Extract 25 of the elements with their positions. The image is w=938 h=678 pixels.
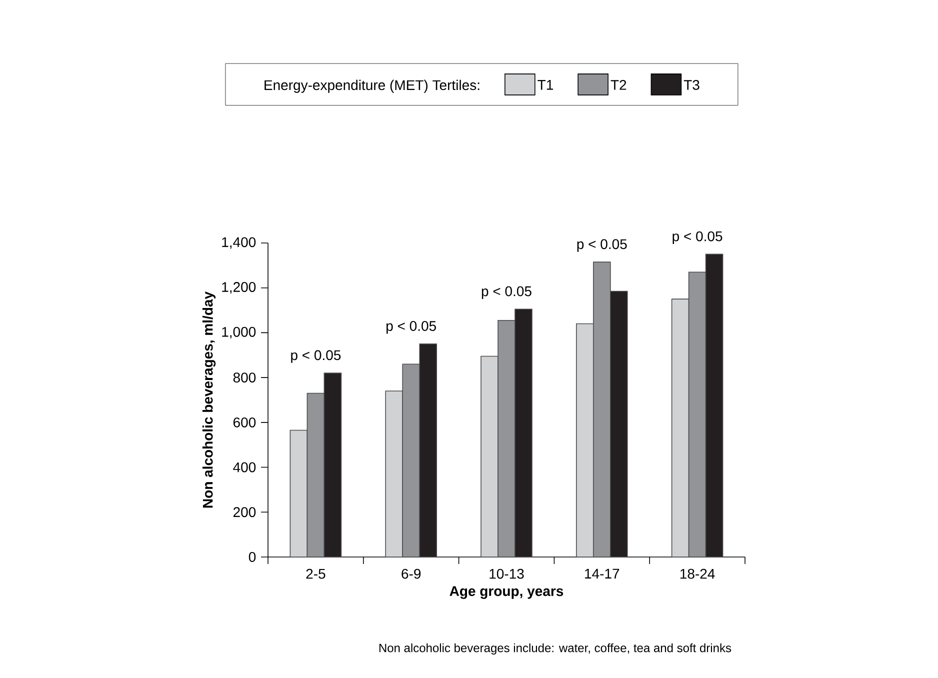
y-tick-label: 1,400	[222, 237, 256, 249]
text: Non alcoholic beverages include: water, coffee, tea and soft drinks	[379, 643, 732, 655]
y-axis-title: Non alcoholic beverages, ml/day	[202, 292, 216, 508]
annotation: p < 0.05	[672, 231, 722, 244]
x-tick-label: 10-13	[490, 568, 524, 579]
annotation: p < 0.05	[386, 321, 436, 334]
x-tick-label: 2-5	[306, 568, 326, 579]
x-tick-label: 18-24	[680, 568, 715, 579]
legend-label: T3	[684, 80, 700, 90]
x-tick-label: 6-9	[402, 568, 421, 579]
annotation: p < 0.05	[577, 239, 627, 252]
x-tick-label: 14-17	[585, 568, 620, 578]
y-tick-label: 1,000	[222, 326, 256, 338]
x-axis-title: Age group, years	[450, 586, 564, 599]
annotation: p < 0.05	[291, 350, 341, 363]
legend-label: T1	[538, 80, 553, 90]
legend-title: Energy-expenditure (MET) Tertiles:	[264, 80, 480, 93]
legend-label: T2	[610, 80, 626, 90]
y-tick-label: 400	[233, 462, 256, 472]
annotation: p < 0.05	[482, 286, 532, 299]
y-tick-label: 800	[233, 372, 256, 383]
y-tick-label: 200	[233, 507, 256, 518]
y-tick-label: 1,200	[222, 282, 256, 294]
y-tick-label: 0	[248, 552, 256, 562]
y-tick-label: 600	[233, 417, 256, 428]
